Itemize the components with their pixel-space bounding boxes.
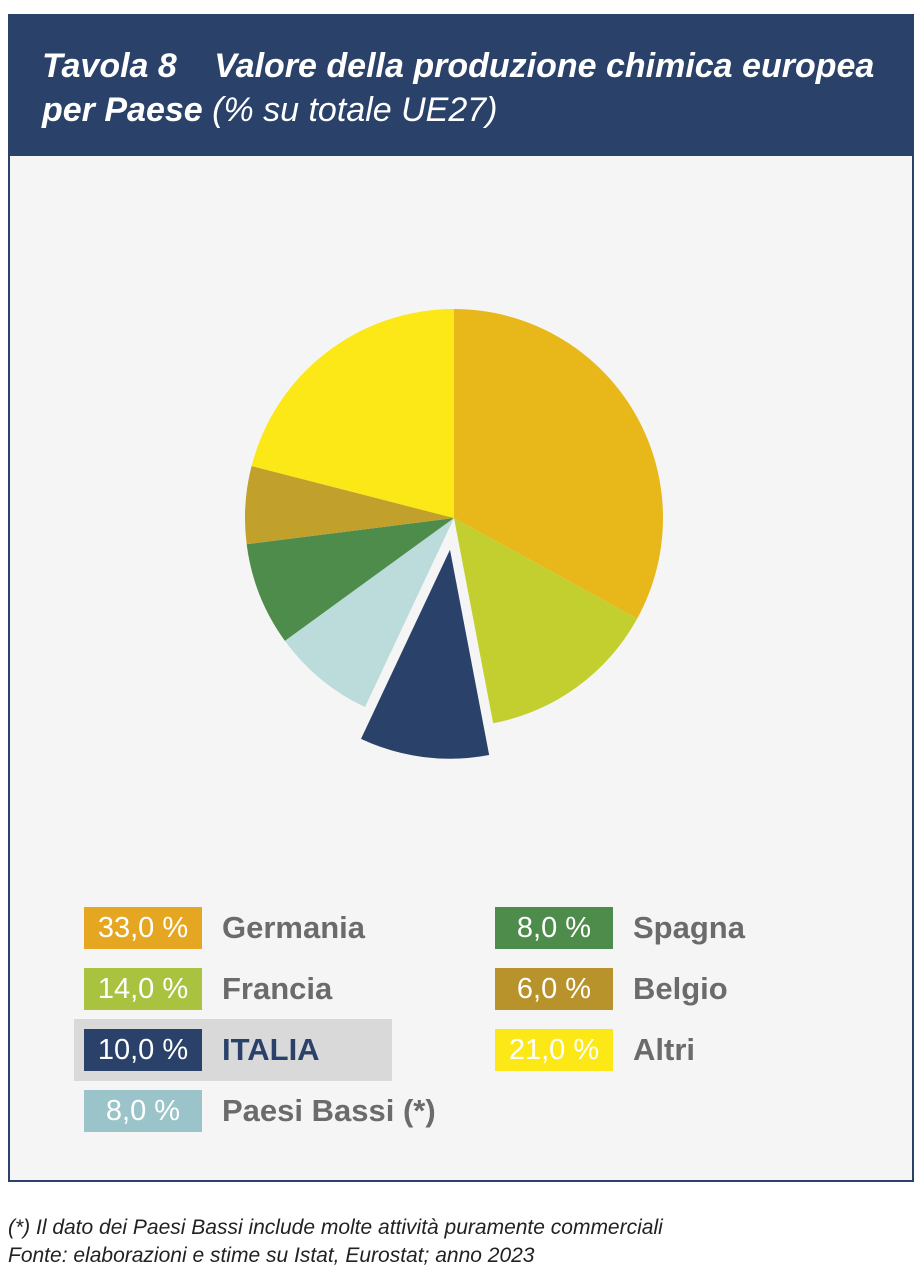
legend-label-belgio: Belgio	[633, 971, 728, 1006]
table-number: Tavola 8	[42, 47, 177, 85]
chart-title: Tavola 8 Valore della produzione chimica…	[42, 44, 882, 132]
title-unit: (% su totale UE27)	[212, 91, 498, 129]
legend-label-germania: Germania	[222, 910, 366, 945]
legend-label-italia: ITALIA	[222, 1032, 320, 1067]
legend-label-paesi-bassi: Paesi Bassi (*)	[222, 1093, 436, 1128]
legend-value-spagna: 8,0 %	[495, 907, 613, 949]
legend-label-altri: Altri	[633, 1032, 695, 1067]
legend-value-italia: 10,0 %	[84, 1029, 202, 1071]
legend-label-spagna: Spagna	[633, 910, 745, 945]
chart-header: Tavola 8 Valore della produzione chimica…	[10, 16, 912, 156]
pie-slice-altri	[251, 309, 454, 518]
footnote-note: (*) Il dato dei Paesi Bassi include molt…	[8, 1216, 663, 1239]
pie-chart	[245, 309, 663, 759]
title-main: Valore della produzione chimica europea …	[42, 47, 875, 129]
pie-slice-francia	[454, 518, 638, 724]
pie-slice-spagna	[246, 518, 454, 641]
legend-value-paesi-bassi: 8,0 %	[84, 1090, 202, 1132]
pie-slice-belgio	[245, 466, 454, 545]
pie-slice-germania	[454, 309, 663, 619]
legend-label-francia: Francia	[222, 971, 333, 1006]
legend-value-germania: 33,0 %	[84, 907, 202, 949]
footnote-source: Fonte: elaborazioni e stime su Istat, Eu…	[8, 1244, 535, 1267]
chart-frame: Tavola 8 Valore della produzione chimica…	[8, 14, 914, 1182]
legend-value-belgio: 6,0 %	[495, 968, 613, 1010]
pie-slice-paesi-bassi	[284, 518, 454, 708]
pie-slice-italia	[361, 549, 490, 759]
legend-value-francia: 14,0 %	[84, 968, 202, 1010]
legend-value-altri: 21,0 %	[495, 1029, 613, 1071]
